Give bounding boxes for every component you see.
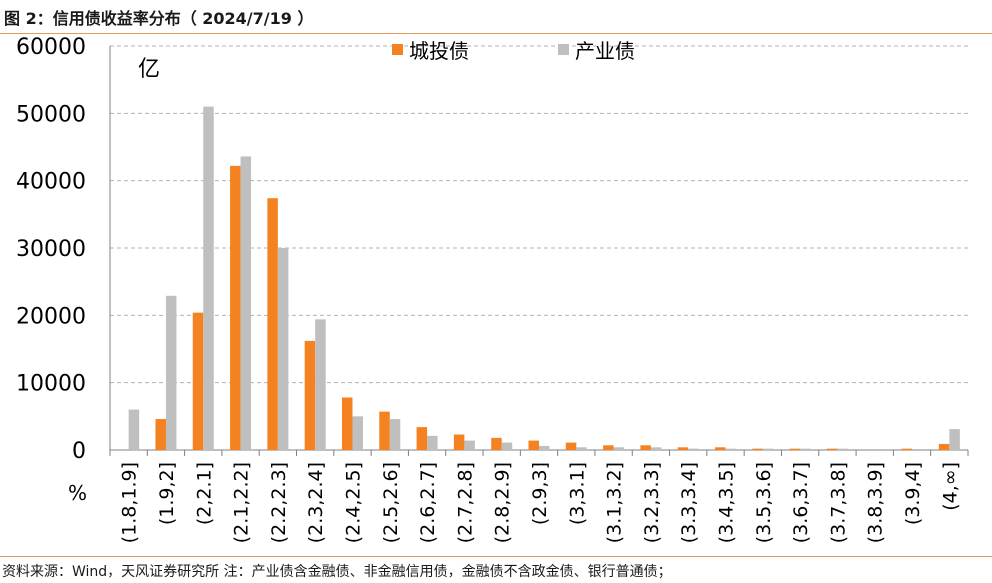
x-tick-label: (2.4,2.5] <box>342 462 364 543</box>
y-tick-label: 20000 <box>16 304 86 329</box>
x-tick-label: (2.8,2.9] <box>492 462 514 543</box>
bar-chanye <box>128 409 140 450</box>
legend-label: 城投债 <box>409 39 469 63</box>
y-tick-label: 30000 <box>16 237 86 262</box>
x-tick-label: (4,∞] <box>939 462 961 511</box>
bar-chengtou <box>528 440 539 450</box>
legend-swatch <box>558 44 569 55</box>
bar-chart: 0 10000 20000 30000 40000 50000 60000 (1.8,1.9… <box>16 35 969 543</box>
bar-chanye <box>688 448 699 450</box>
bar-chengtou <box>677 447 689 450</box>
x-tick-label: (2.2,2.3] <box>268 462 290 543</box>
y-tick-label: 10000 <box>16 372 86 397</box>
x-tick-label: (3.7,3.8] <box>827 462 849 543</box>
bar-chengtou <box>304 340 316 450</box>
bar-chanye <box>762 448 774 450</box>
bar-chanye <box>800 448 811 450</box>
y-tick-labels: 0 10000 20000 30000 40000 50000 60000 <box>16 35 86 464</box>
x-tick-label: (2.6,2.7] <box>417 462 439 543</box>
bar-chanye <box>277 248 289 450</box>
x-tick-label: (3.1,3.2] <box>604 462 626 543</box>
x-tick-label: (2,2.1] <box>193 462 215 525</box>
grid-lines <box>110 45 968 384</box>
bar-chengtou <box>938 443 950 450</box>
bar-chengtou <box>715 447 726 450</box>
x-axis-label: % <box>68 481 87 505</box>
footer-rule <box>0 556 992 557</box>
x-tick-label: (2.7,2.8] <box>454 462 476 543</box>
y-tick-label: 60000 <box>16 35 86 60</box>
y-tick-label: 0 <box>72 439 86 464</box>
bar-chanye <box>464 440 475 450</box>
y-tick-label: 40000 <box>16 170 86 195</box>
bar-chengtou <box>565 442 577 450</box>
x-tick-label: (3.9,4] <box>902 462 924 525</box>
bar-chengtou <box>453 434 465 450</box>
x-tick-label: (2.1,2.2] <box>231 462 253 543</box>
x-tick-label: (3.3,3.4] <box>678 462 700 543</box>
bar-chanye <box>650 447 662 450</box>
x-tick-label: (3.4,3.5] <box>716 462 738 543</box>
x-tick-label: (3.2,3.3] <box>641 462 663 543</box>
bar-chanye <box>501 442 513 450</box>
bar-chanye <box>352 416 363 450</box>
bar-chengtou <box>416 427 428 450</box>
x-tick-label: (2.3,2.4] <box>305 462 327 543</box>
bar-chengtou <box>155 419 166 450</box>
figure-title: 图 2：信用债收益率分布（ 2024/7/19 ） <box>4 9 314 28</box>
bar-chanye <box>725 448 737 450</box>
source-note: 资料来源：Wind，天风证券研究所 注：产业债含金融债、非金融信用债，金融债不含… <box>2 564 672 580</box>
x-tick-label: (1.9,2] <box>156 462 178 525</box>
bar-chanye <box>203 106 214 450</box>
bar-chanye <box>576 447 587 450</box>
bar-chengtou <box>603 445 614 450</box>
bars <box>128 106 960 450</box>
bar-chengtou <box>192 312 204 450</box>
bar-chengtou <box>789 448 801 450</box>
bar-chengtou <box>640 445 651 450</box>
y-tick-label: 50000 <box>16 102 86 127</box>
bar-chanye <box>427 435 438 450</box>
bar-chengtou <box>901 448 913 450</box>
x-tick-label: (3.6,3.7] <box>790 462 812 543</box>
bar-chanye <box>165 295 177 450</box>
x-tick-label: (3,3.1] <box>566 462 588 525</box>
x-tick-label: (3.8,3.9] <box>865 462 887 543</box>
x-tick-label: (3.5,3.6] <box>753 462 775 543</box>
bar-chanye <box>949 429 960 450</box>
x-tick-label: (2.5,2.6] <box>380 462 402 543</box>
bar-chanye <box>613 447 625 450</box>
bar-chengtou <box>267 198 278 450</box>
bar-chengtou <box>379 411 390 450</box>
bar-chanye <box>837 448 848 450</box>
bar-chanye <box>240 156 252 450</box>
bar-chanye <box>539 445 550 450</box>
legend-label: 产业债 <box>575 39 635 63</box>
bar-chengtou <box>826 448 838 450</box>
legend: 城投债 产业债 <box>392 39 635 63</box>
legend-swatch <box>392 44 403 55</box>
unit-label: 亿 <box>138 57 160 82</box>
x-tick-label: (2.9,3] <box>529 462 551 525</box>
bar-chengtou <box>491 437 502 450</box>
bar-chengtou <box>341 397 353 450</box>
x-tick-label: (1.8,1.9] <box>119 462 141 543</box>
bar-chengtou <box>752 448 763 450</box>
bar-chengtou <box>230 165 241 450</box>
x-tick-labels: (1.8,1.9] (1.9,2] (2,2.1] (2.1,2.2] (2.2,2.3… <box>119 462 962 543</box>
bar-chanye <box>389 419 401 450</box>
title-rule <box>0 33 992 34</box>
bar-chanye <box>315 319 326 450</box>
